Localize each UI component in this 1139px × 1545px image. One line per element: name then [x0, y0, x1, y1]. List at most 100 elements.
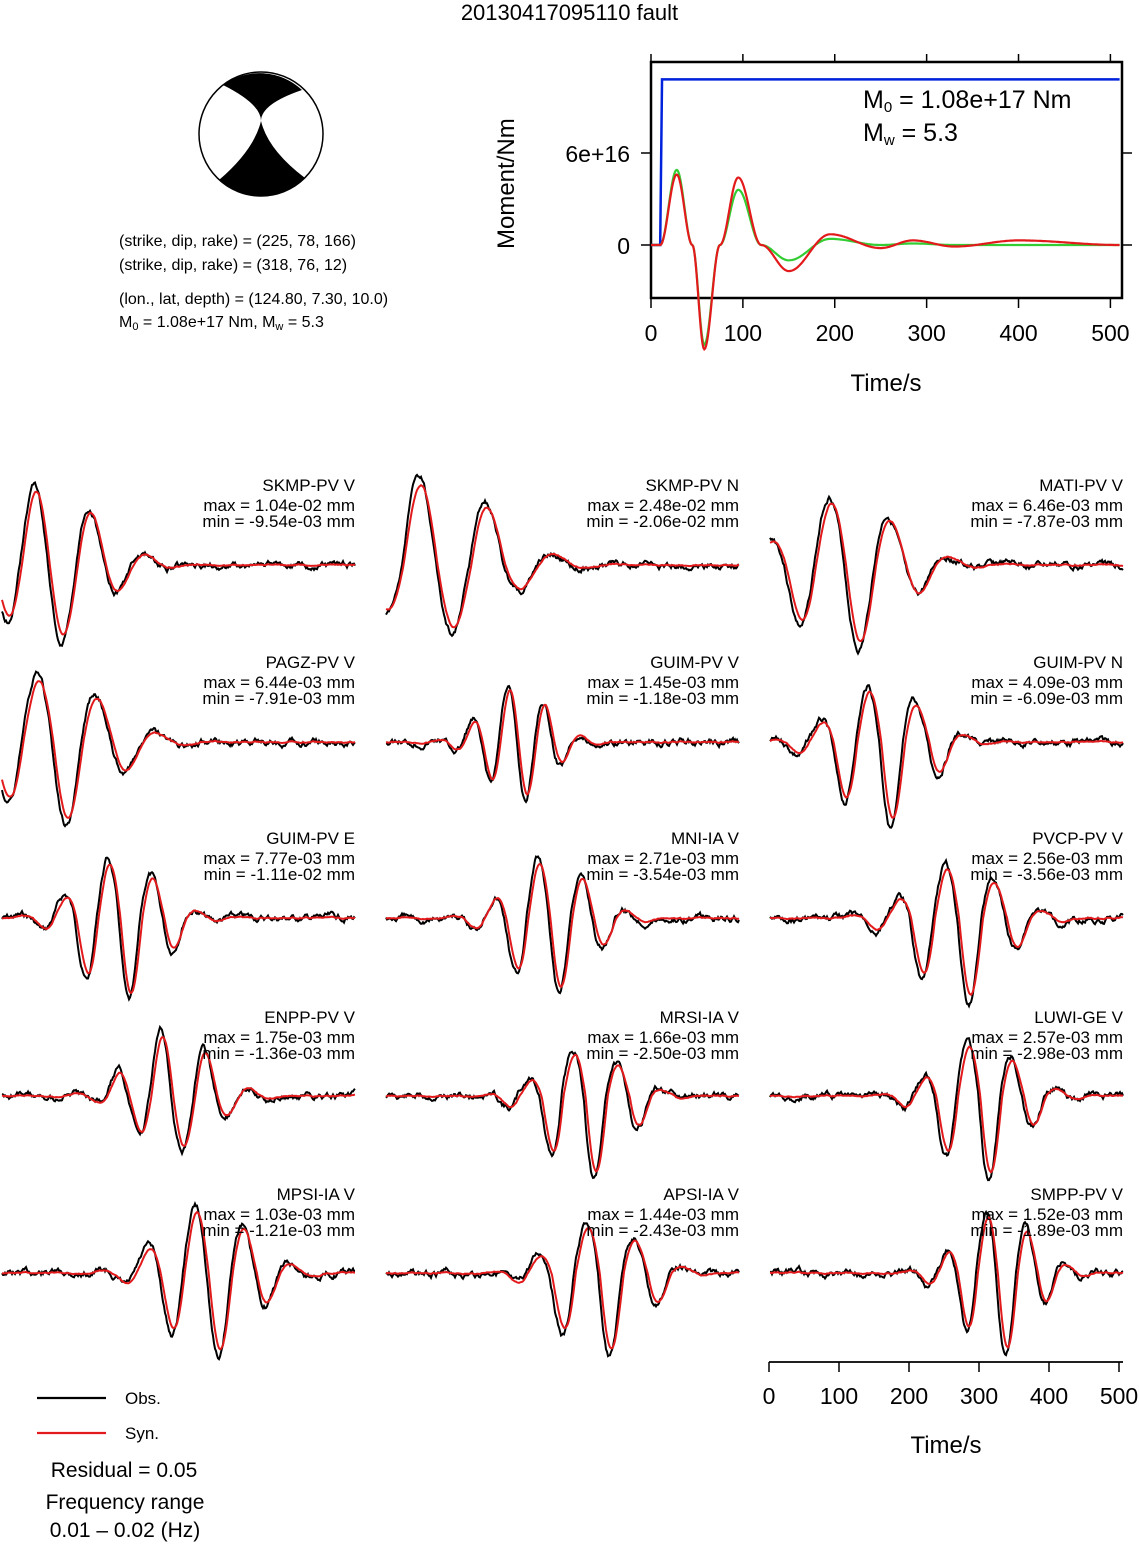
moment-rate-lines	[651, 78, 1120, 352]
moment-y-axis-label: Moment/Nm	[493, 118, 520, 249]
station-max-label: max = 1.66e-03 mm	[587, 1028, 739, 1047]
station-max-label: max = 2.56e-03 mm	[971, 849, 1123, 868]
bottom-time-axis	[768, 1361, 1123, 1372]
station-name-label: PAGZ-PV V	[265, 653, 355, 672]
station-min-label: min = -3.56e-03 mm	[970, 865, 1123, 884]
bottom-x-axis-label: Time/s	[910, 1432, 982, 1459]
station-name-label: APSI-IA V	[663, 1185, 739, 1204]
moment-ytick-6e16: 6e+16	[565, 141, 630, 167]
station-name-label: GUIM-PV E	[266, 829, 355, 848]
station-min-label: min = -9.54e-03 mm	[202, 512, 355, 531]
observed-waveform	[769, 1037, 1124, 1182]
station-max-label: max = 2.48e-02 mm	[587, 496, 739, 515]
synthetic-waveform	[1, 680, 356, 819]
moment-rate-green-line	[651, 168, 1120, 347]
station-min-label: min = -1.36e-03 mm	[202, 1044, 355, 1063]
residual-text: Residual = 0.05	[50, 1459, 198, 1482]
bottom-xtick-400: 400	[1029, 1383, 1069, 1409]
moment-xtick-300: 300	[907, 320, 946, 346]
bottom-xtick-300: 300	[959, 1383, 999, 1409]
mw-sub: w	[883, 132, 895, 149]
m0-subscript: 0	[132, 321, 139, 333]
moment-axis-ticks	[641, 54, 1132, 308]
station-name-label: MATI-PV V	[1039, 476, 1123, 495]
station-max-label: max = 1.44e-03 mm	[587, 1205, 739, 1224]
station-min-label: min = -1.18e-03 mm	[586, 689, 739, 708]
focal-mechanism-beachball	[198, 71, 324, 197]
synthetic-waveform	[1, 490, 356, 636]
bottom-xtick-200: 200	[889, 1383, 929, 1409]
bottom-xtick-0: 0	[762, 1383, 776, 1409]
bottom-xtick-500: 500	[1099, 1383, 1139, 1409]
station-name-label: LUWI-GE V	[1034, 1008, 1123, 1027]
synthetic-waveform	[385, 862, 740, 989]
hypocenter-location: (lon., lat, depth) = (124.80, 7.30, 10.0…	[119, 291, 389, 308]
moment-xtick-200: 200	[815, 320, 854, 346]
station-min-label: min = -2.98e-03 mm	[970, 1044, 1123, 1063]
synthetic-waveform	[769, 690, 1124, 819]
moment-m0-label: M0 = 1.08e+17 Nm	[863, 86, 1071, 116]
station-name-label: SKMP-PV V	[262, 476, 355, 495]
moment-xtick-400: 400	[999, 320, 1038, 346]
frequency-range-label: Frequency range	[45, 1491, 205, 1514]
station-min-label: min = -2.50e-03 mm	[586, 1044, 739, 1063]
station-max-label: max = 7.77e-03 mm	[203, 849, 355, 868]
m0-prefix: M	[119, 314, 133, 331]
bottom-xtick-100: 100	[819, 1383, 859, 1409]
station-min-label: min = -7.91e-03 mm	[202, 689, 355, 708]
moment-rate-red-line	[651, 173, 1120, 352]
synthetic-waveform	[1, 1036, 356, 1147]
moment-ytick-0: 0	[617, 233, 630, 259]
synthetic-waveform	[385, 1053, 739, 1173]
station-max-label: max = 1.03e-03 mm	[203, 1205, 355, 1224]
synthetic-waveform	[385, 483, 740, 629]
moment-x-axis-label: Time/s	[850, 370, 922, 397]
synthetic-waveform	[385, 1227, 740, 1350]
synthetic-waveform	[1, 863, 356, 995]
nodal-plane-1: (strike, dip, rake) = (225, 78, 166)	[119, 233, 356, 250]
station-name-label: SKMP-PV N	[645, 476, 739, 495]
observed-waveform	[385, 684, 740, 804]
legend-syn-label: Syn.	[125, 1424, 160, 1443]
station-name-label: ENPP-PV V	[264, 1008, 355, 1027]
station-min-label: min = -7.87e-03 mm	[970, 512, 1123, 531]
m0-value: = 1.08e+17 Nm	[892, 86, 1072, 114]
station-max-label: max = 1.75e-03 mm	[203, 1028, 355, 1047]
legend-obs-label: Obs.	[125, 1389, 161, 1408]
m0-letter: M	[863, 86, 884, 114]
station-max-label: max = 1.52e-03 mm	[971, 1205, 1123, 1224]
synthetic-waveform	[769, 1045, 1124, 1174]
observed-waveform	[385, 1221, 740, 1358]
synthetic-waveform	[769, 502, 1124, 643]
frequency-range-value: 0.01 – 0.02 (Hz)	[49, 1519, 201, 1542]
figure-title: 20130417095110 fault	[460, 0, 679, 25]
moment-xtick-500: 500	[1091, 320, 1130, 346]
station-max-label: max = 2.71e-03 mm	[587, 849, 739, 868]
station-min-label: min = -1.89e-03 mm	[970, 1221, 1123, 1240]
station-min-label: min = -2.43e-03 mm	[586, 1221, 739, 1240]
station-max-label: max = 1.04e-02 mm	[203, 496, 355, 515]
station-name-label: SMPP-PV V	[1030, 1185, 1123, 1204]
m0-text: = 1.08e+17 Nm, M	[138, 314, 276, 331]
station-min-label: min = -6.09e-03 mm	[970, 689, 1123, 708]
mw-subscript: w	[275, 321, 284, 333]
station-max-label: max = 4.09e-03 mm	[971, 673, 1123, 692]
station-max-label: max = 6.46e-03 mm	[971, 496, 1123, 515]
mw-text: = 5.3	[283, 314, 324, 331]
station-name-label: MRSI-IA V	[659, 1008, 739, 1027]
synthetic-waveform	[385, 688, 740, 796]
station-name-label: GUIM-PV N	[1033, 653, 1123, 672]
